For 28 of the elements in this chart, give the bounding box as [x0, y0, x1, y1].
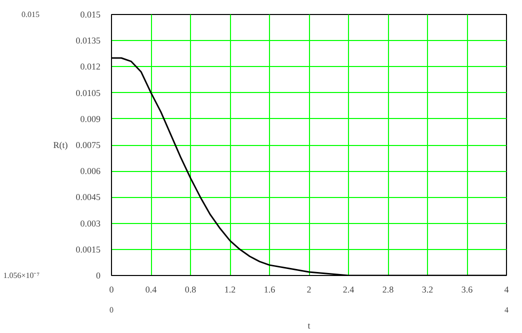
x-tick-label: 1.2	[224, 284, 236, 294]
x-tick-label: 3.6	[461, 284, 474, 294]
y-tick-label: 0.009	[80, 114, 101, 124]
x-axis-title: t	[308, 320, 311, 330]
y-tick-label: 0.012	[80, 62, 100, 72]
text: 1.056×10⁻⁷	[3, 271, 40, 280]
x-tick-label: 3.2	[422, 284, 434, 294]
y-axis-title: R(t)	[53, 140, 68, 150]
y-tick-label: 0.0075	[76, 140, 101, 150]
y-tick-label: 0.0105	[76, 88, 101, 98]
x-tick-label: 0	[109, 284, 114, 294]
y-tick-label: 0.003	[80, 218, 101, 228]
x-tick-label: 0.4	[145, 284, 158, 294]
y-tick-label: 0.006	[80, 166, 101, 176]
x-tick-label: 2.8	[382, 284, 394, 294]
y-tick-label: 0.0045	[76, 192, 101, 202]
x-tick-label: 0.8	[184, 284, 197, 294]
y-tick-label: 0.0015	[76, 244, 101, 254]
text: 0	[110, 306, 114, 314]
x-tick-label: 2.4	[342, 284, 355, 294]
x-tick-label: 4	[504, 284, 510, 294]
y-tick-label: 0.015	[80, 10, 101, 20]
y-tick-label: 0	[96, 270, 101, 280]
x-tick-label: 2	[306, 284, 312, 294]
text: 0.015	[22, 10, 40, 19]
x-tick-label: 1.6	[264, 284, 276, 294]
y-tick-label: 0.0135	[76, 36, 101, 46]
text: 4	[504, 306, 508, 314]
